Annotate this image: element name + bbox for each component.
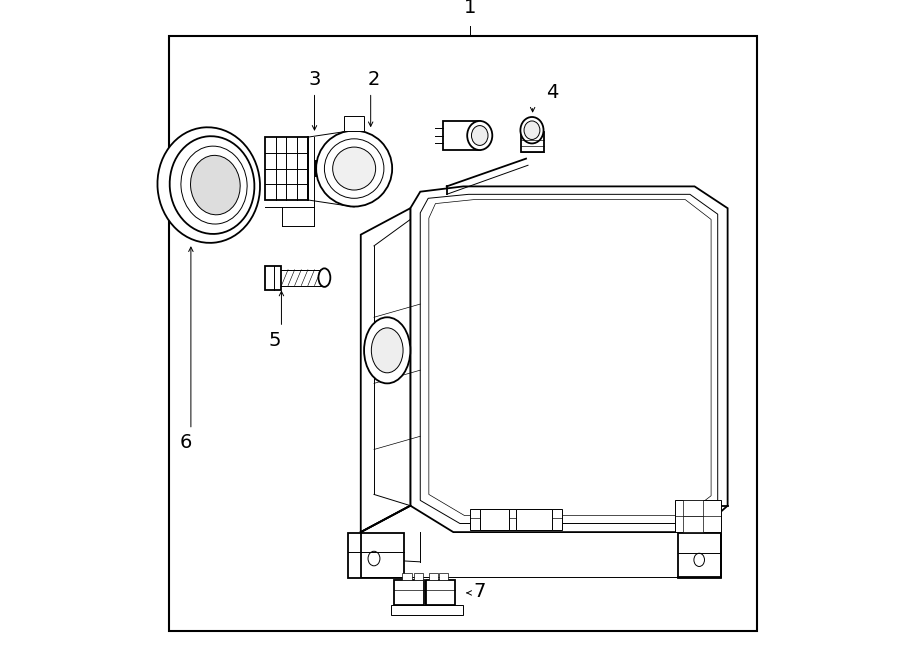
- Text: 2: 2: [368, 70, 380, 89]
- Bar: [391, 605, 464, 615]
- Bar: [516, 509, 553, 530]
- Bar: [169, 36, 758, 631]
- Bar: [683, 500, 703, 516]
- Polygon shape: [361, 208, 410, 532]
- Text: 5: 5: [268, 330, 281, 350]
- Bar: [394, 580, 424, 605]
- Text: 7: 7: [473, 582, 485, 601]
- Bar: [678, 533, 721, 578]
- Ellipse shape: [191, 155, 240, 215]
- Bar: [683, 516, 703, 532]
- Ellipse shape: [694, 553, 705, 566]
- Bar: [444, 121, 480, 150]
- Bar: [675, 500, 721, 532]
- Bar: [480, 509, 509, 530]
- Bar: [428, 573, 438, 580]
- Ellipse shape: [324, 139, 384, 198]
- Ellipse shape: [319, 268, 330, 287]
- Ellipse shape: [316, 131, 392, 206]
- Ellipse shape: [372, 328, 403, 373]
- Ellipse shape: [524, 121, 540, 139]
- Ellipse shape: [520, 117, 544, 143]
- Ellipse shape: [181, 146, 248, 224]
- Bar: [347, 533, 404, 578]
- Ellipse shape: [467, 121, 492, 150]
- Ellipse shape: [472, 126, 488, 145]
- Bar: [414, 573, 423, 580]
- Polygon shape: [410, 186, 727, 532]
- Text: 1: 1: [464, 0, 476, 17]
- Ellipse shape: [158, 128, 260, 243]
- Bar: [265, 266, 282, 290]
- Bar: [402, 573, 411, 580]
- Text: 4: 4: [546, 83, 559, 102]
- Bar: [521, 132, 544, 152]
- Text: 3: 3: [309, 70, 320, 89]
- Bar: [470, 509, 562, 530]
- Ellipse shape: [333, 147, 375, 190]
- Bar: [439, 573, 448, 580]
- Ellipse shape: [368, 551, 380, 566]
- Bar: [265, 137, 308, 200]
- Text: 6: 6: [179, 433, 192, 452]
- Bar: [344, 116, 364, 131]
- Ellipse shape: [170, 136, 255, 234]
- Bar: [426, 580, 455, 605]
- Ellipse shape: [364, 317, 410, 383]
